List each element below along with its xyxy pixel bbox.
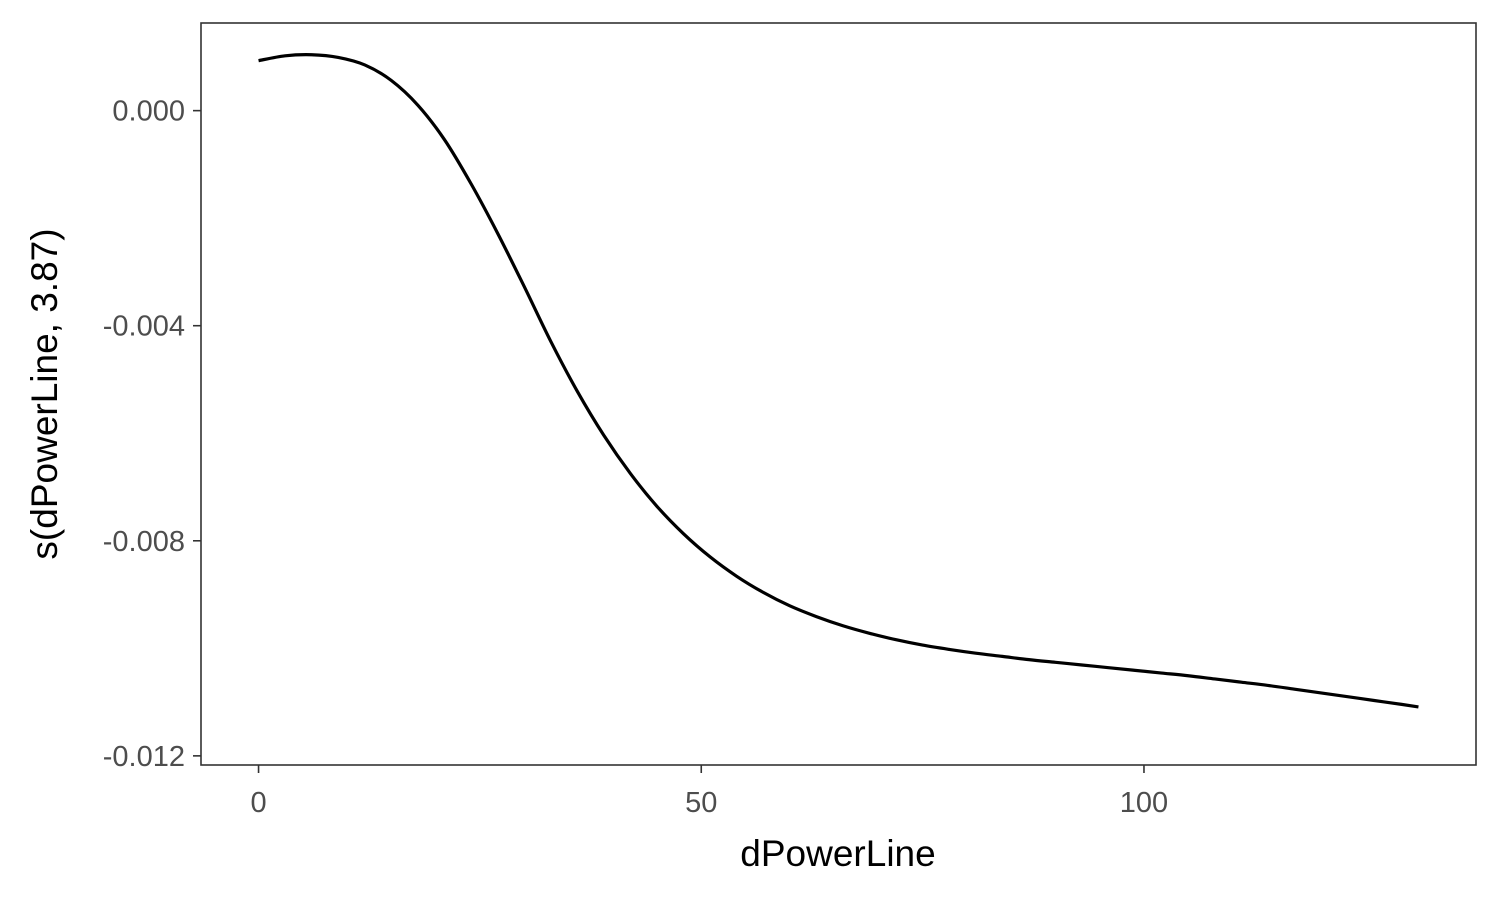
series-line	[258, 53, 1419, 709]
y-axis-title: s(dPowerLine, 3.87)	[24, 228, 65, 559]
plot-panel-border	[200, 22, 1477, 766]
y-tick-label: -0.004	[103, 311, 185, 343]
y-tick-label: -0.012	[103, 741, 185, 773]
x-axis-title: dPowerLine	[740, 833, 935, 874]
series-layer	[258, 53, 1419, 709]
x-axis: 0 50 100	[250, 765, 1168, 819]
x-tick-label: 100	[1120, 787, 1168, 819]
y-tick-label: -0.008	[103, 526, 185, 558]
x-tick-label: 0	[250, 787, 266, 819]
y-tick-label: 0.000	[112, 96, 185, 128]
x-tick-label: 50	[685, 787, 717, 819]
y-axis: 0.000 -0.004 -0.008 -0.012	[103, 96, 201, 773]
